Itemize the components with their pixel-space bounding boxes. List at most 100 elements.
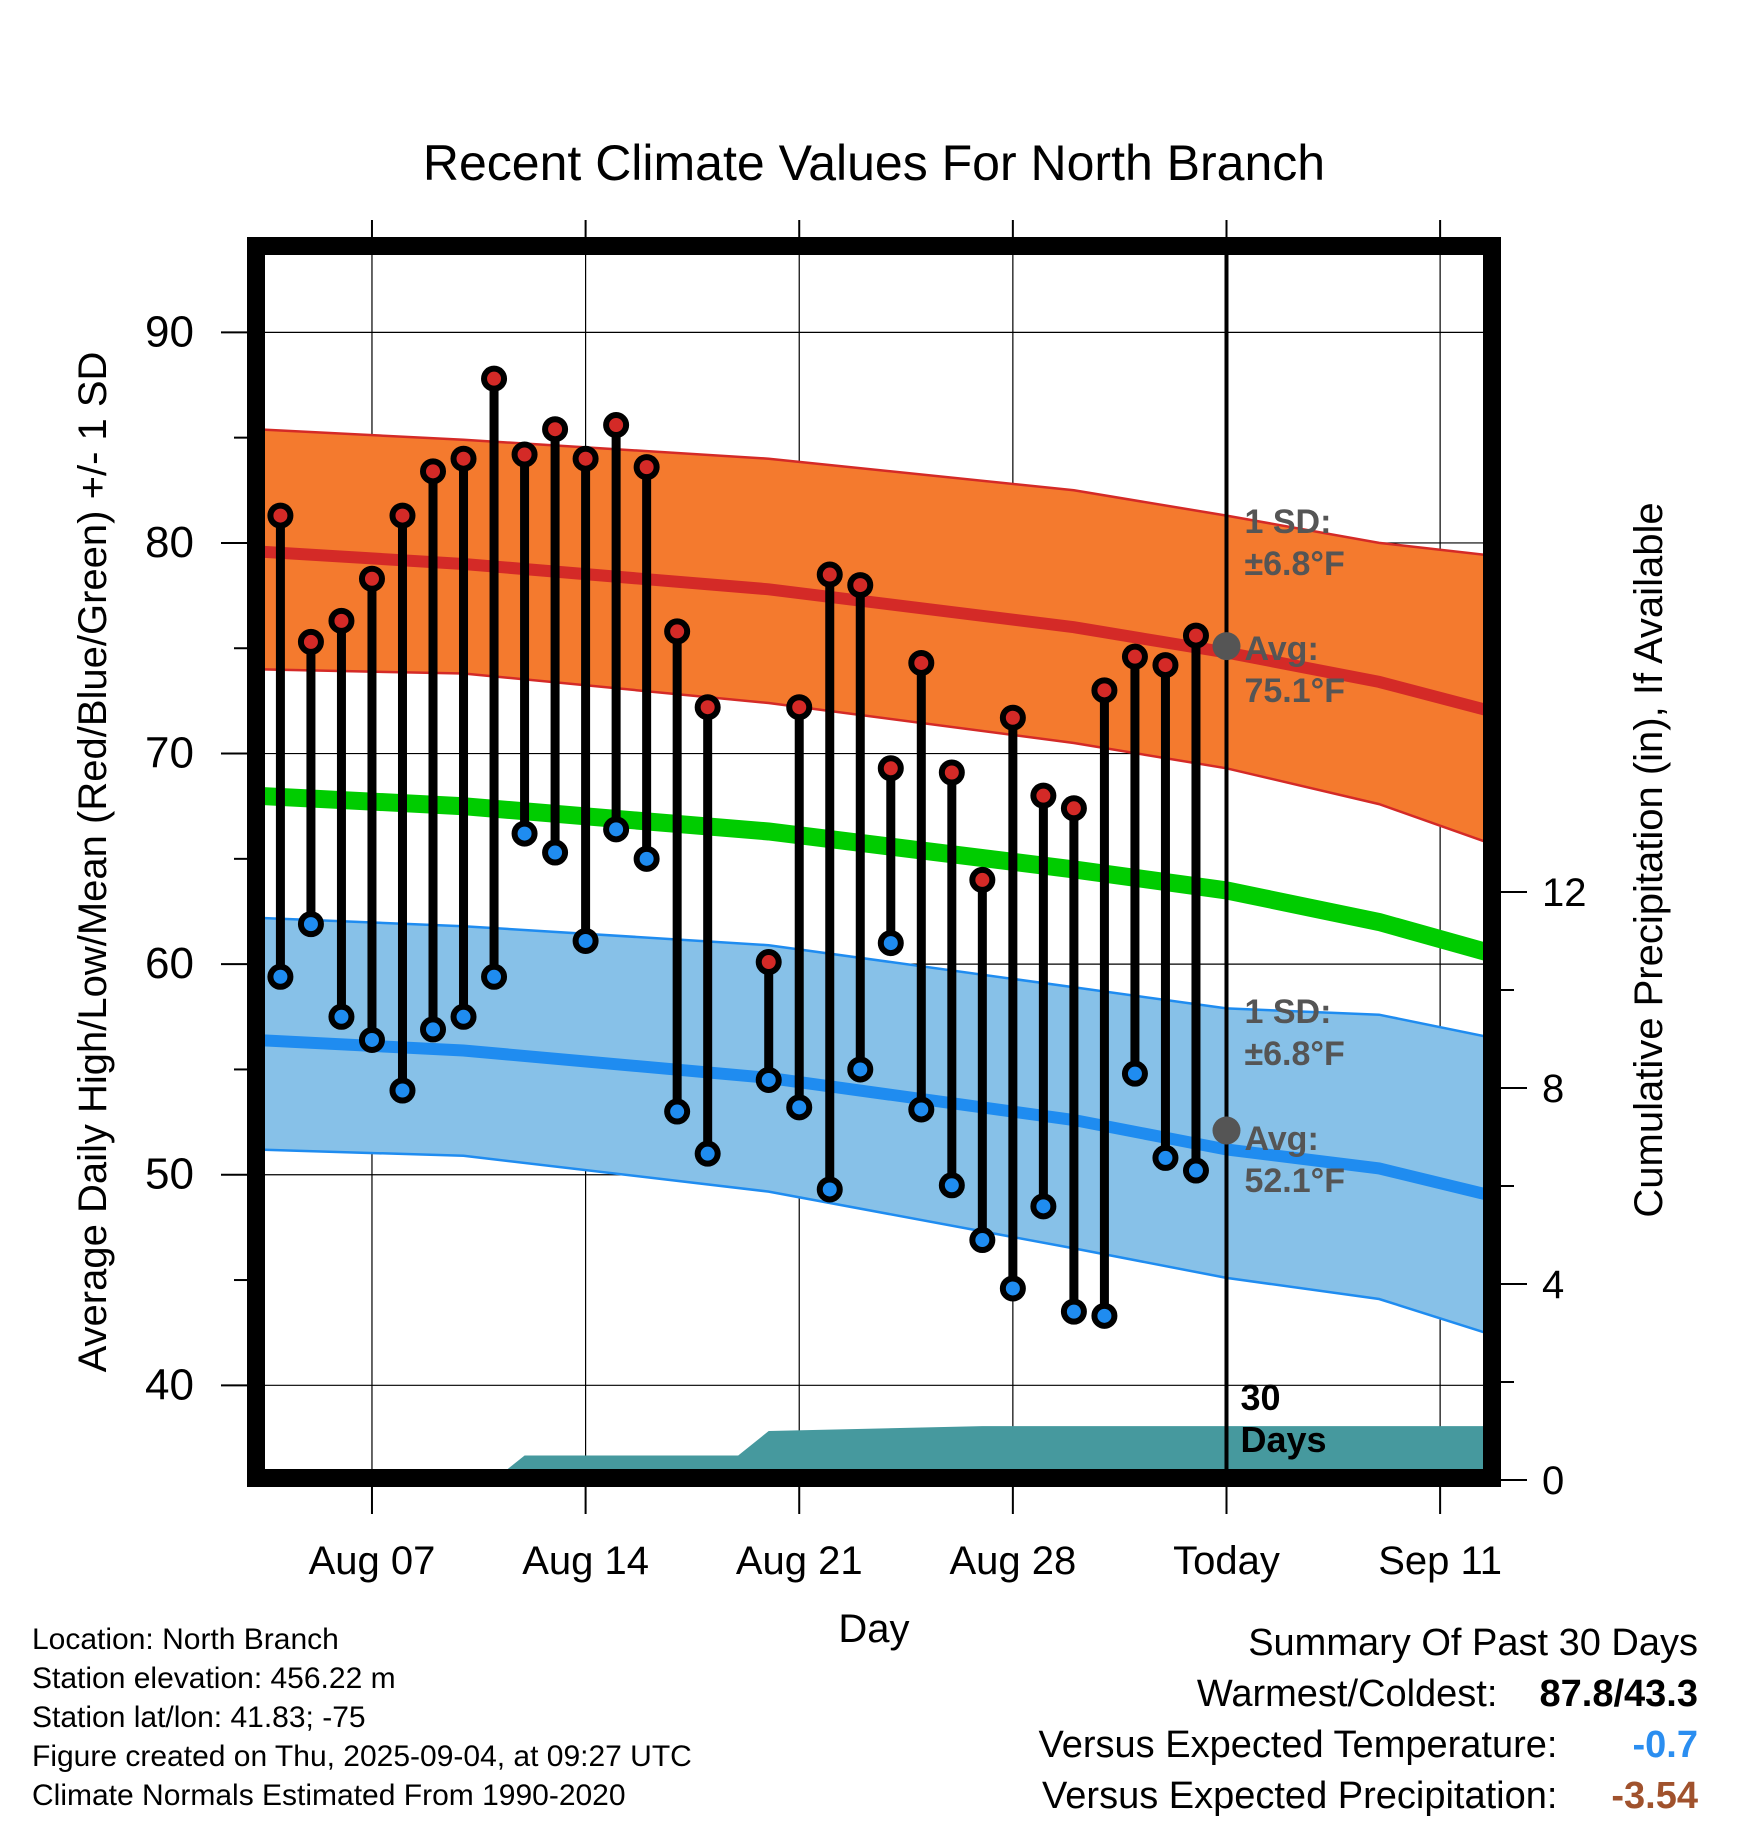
observed-low-point [267,963,294,990]
summary-title: Summary Of Past 30 Days [1248,1622,1698,1664]
observed-high-point [1060,795,1087,822]
y-tick-label: 90 [145,307,194,356]
observed-low-point [633,845,660,872]
observed-high-point [755,949,782,976]
observed-low-point [1091,1302,1118,1329]
precip-departure-value: -3.54 [1611,1775,1698,1817]
y-axis-label: Average Daily High/Low/Mean (Red/Blue/Gr… [71,352,115,1373]
observed-low-point [328,1003,355,1030]
today-high-avg-marker [1212,632,1241,661]
observed-low-point [969,1227,996,1254]
observed-low-point [908,1096,935,1123]
elevation-text: Station elevation: 456.22 m [32,1662,396,1695]
observed-high-point [786,694,813,721]
observed-low-point [420,1016,447,1043]
y-tick-label: 60 [145,939,194,988]
observed-high-point [1091,677,1118,704]
observed-high-point [633,454,660,481]
observed-low-point [664,1098,691,1125]
summary-temp-row: Versus Expected Temperature: -0.7 [1039,1720,1698,1771]
observed-high-point [1182,622,1209,649]
y-tick-label: 40 [145,1360,194,1409]
observed-high-point [694,694,721,721]
observed-low-point [481,963,508,990]
observed-high-point [297,628,324,655]
low-sd-label: 1 SD: [1244,993,1331,1031]
created-text: Figure created on Thu, 2025-09-04, at 09… [32,1740,692,1773]
observed-high-point [1030,782,1057,809]
observed-high-point [969,866,996,893]
latlon-text: Station lat/lon: 41.83; -75 [32,1701,366,1734]
observed-low-point [572,927,599,954]
y-tick-label: 50 [145,1150,194,1199]
x-tick-label: Aug 07 [309,1539,436,1583]
y2-tick-label: 0 [1542,1459,1564,1503]
observed-low-point [1030,1193,1057,1220]
observed-low-point [297,911,324,938]
location-text: Location: North Branch [32,1623,339,1656]
observed-high-point [572,445,599,472]
x-tick-label: Aug 14 [522,1539,649,1583]
x-tick-label: Sep 11 [1378,1539,1502,1583]
observed-low-point [938,1172,965,1199]
today-window-label-line2: Days [1240,1419,1326,1460]
observed-low-point [1060,1298,1087,1325]
summary-warm-cold-row: Warmest/Coldest: 87.8/43.3 [1039,1669,1698,1720]
low-avg-label: Avg: [1244,1120,1318,1158]
observed-high-point [328,607,355,634]
observed-low-point [603,816,630,843]
high-sd-value: ±6.8°F [1244,545,1344,583]
observed-high-point [664,618,691,645]
y2-tick-label: 12 [1542,871,1587,915]
temp-departure-value: -0.7 [1632,1724,1698,1766]
low-sd-value: ±6.8°F [1244,1035,1344,1073]
observed-low-point [877,930,904,957]
summary-precip-row: Versus Expected Precipitation: -3.54 [1039,1771,1698,1822]
observed-high-point [816,561,843,588]
x-tick-label: Aug 21 [736,1539,863,1583]
summary-panel: Summary Of Past 30 Days Warmest/Coldest:… [1039,1618,1698,1822]
station-info: Location: North Branch Station elevation… [32,1620,692,1815]
observed-low-point [694,1140,721,1167]
y-tick-label: 70 [145,729,194,778]
observed-low-point [1182,1157,1209,1184]
observed-low-point [847,1056,874,1083]
y-tick-label: 80 [145,518,194,567]
normals-text: Climate Normals Estimated From 1990-2020 [32,1779,626,1812]
y2-tick-label: 8 [1542,1067,1564,1111]
observed-low-point [358,1026,385,1053]
observed-high-point [847,572,874,599]
observed-low-point [542,839,569,866]
observed-high-point [450,445,477,472]
observed-high-point [542,416,569,443]
observed-high-point [358,565,385,592]
observed-high-point [481,365,508,392]
observed-high-point [267,502,294,529]
precip-area [496,1426,1492,1478]
high-avg-value: 75.1°F [1244,672,1345,710]
observed-high-point [1121,643,1148,670]
low-sd-band [256,917,1492,1335]
high-sd-band [256,429,1492,845]
observed-high-point [511,441,538,468]
y2-axis-label: Cumulative Precipitation (in), If Availa… [1627,502,1671,1217]
warm-cold-label: Warmest/Coldest: [1196,1673,1498,1715]
observed-low-point [1152,1144,1179,1171]
high-sd-upper-line [256,427,1492,557]
x-tick-label: Today [1173,1539,1280,1583]
high-avg-label: Avg: [1244,630,1318,668]
high-sd-label: 1 SD: [1244,503,1331,541]
x-tick-label: Aug 28 [949,1539,1076,1583]
observed-low-point [755,1066,782,1093]
x-axis-label: Day [838,1607,909,1651]
observed-high-point [420,458,447,485]
observed-high-point [1152,652,1179,679]
today-low-avg-marker [1212,1116,1241,1145]
observed-low-point [1121,1060,1148,1087]
observed-low-point [999,1275,1026,1302]
observed-high-point [389,502,416,529]
observed-low-point [450,1003,477,1030]
observed-high-point [603,412,630,439]
low-avg-value: 52.1°F [1244,1162,1345,1200]
plot-frame [247,237,1501,1487]
